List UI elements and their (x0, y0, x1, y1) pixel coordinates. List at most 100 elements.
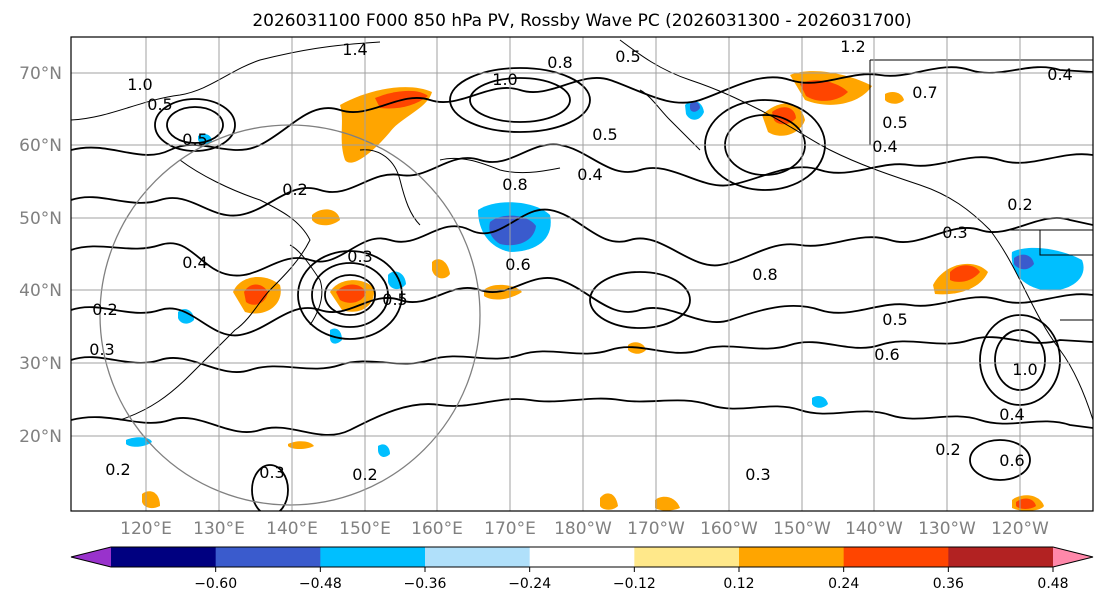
colorbar-cell (739, 547, 845, 567)
colorbar-cells (70, 546, 1094, 568)
contour-label: 0.2 (92, 300, 117, 319)
colorbar-tick-label: −0.12 (613, 576, 656, 592)
contour-label: 1.0 (492, 70, 517, 89)
colorbar-cell (425, 547, 531, 567)
pc-strong-negative-region (690, 101, 700, 112)
longitude-label: 130°E (193, 519, 245, 539)
pc-negative-region (812, 396, 828, 408)
reference-circle (99, 124, 481, 506)
pc-positive-region (600, 493, 618, 510)
latitude-label: 20°N (19, 427, 62, 447)
pv-closed-contour (969, 439, 1031, 481)
colorbar-cell (529, 547, 635, 567)
colorbar-tick-label: 0.24 (828, 576, 859, 592)
longitude-label: 170°E (484, 519, 536, 539)
contour-label: 0.5 (882, 113, 907, 132)
longitude-label: 160°W (700, 519, 758, 539)
colorbar-tick-label: 0.12 (723, 576, 754, 592)
pc-strong-positive-region (800, 80, 848, 101)
pv-contour (71, 208, 1093, 277)
contour-label: 0.3 (347, 247, 372, 266)
longitude-label: 150°E (339, 519, 391, 539)
contour-label: 0.2 (282, 180, 307, 199)
colorbar-extend-high (1053, 547, 1093, 567)
colorbar: −0.60 −0.48 −0.36 −0.24 −0.12 0.12 0.24 0.36 0.4… (70, 546, 1094, 592)
longitude-label: 160°E (411, 519, 463, 539)
colorbar-cell (215, 547, 321, 567)
longitude-label: 140°E (266, 519, 318, 539)
pc-strong-negative-region (489, 215, 536, 246)
colorbar-cell (320, 547, 426, 567)
contour-label: 0.5 (592, 125, 617, 144)
contour-label: 0.2 (105, 460, 130, 479)
map-panel: 1.41.00.50.81.21.00.50.70.50.40.50.40.80… (19, 36, 1094, 539)
pv-closed-contour (449, 67, 591, 133)
contour-label: 0.6 (505, 255, 530, 274)
latitude-label: 40°N (19, 281, 62, 301)
coastline (71, 41, 381, 121)
pv-closed-contour (251, 464, 289, 511)
contour-label: 0.5 (182, 130, 207, 149)
longitude-labels: 120°E 130°E 140°E 150°E 160°E 170°E 180°W 170°W… (120, 519, 1049, 539)
longitude-label: 150°W (773, 519, 831, 539)
contour-label: 0.5 (615, 47, 640, 66)
longitude-label: 130°W (918, 519, 976, 539)
contour-label: 0.7 (912, 83, 937, 102)
pv-closed-contour (297, 250, 403, 340)
contour-label: 0.8 (502, 175, 527, 194)
pc-positive-region (655, 496, 680, 511)
pc-strong-positive-region (336, 284, 366, 303)
contour-label: 0.3 (942, 223, 967, 242)
contour-label: 0.4 (577, 165, 602, 184)
longitude-label: 140°W (845, 519, 903, 539)
pc-negative-region (378, 444, 390, 457)
contour-label: 0.8 (547, 53, 572, 72)
pv-contour (71, 66, 1093, 156)
pc-positive-region (312, 209, 340, 226)
colorbar-tick-label: −0.36 (404, 576, 447, 592)
longitude-label: 180°W (554, 519, 612, 539)
contour-label: 0.5 (147, 95, 172, 114)
coastline (639, 89, 701, 151)
pv-closed-contour (166, 106, 224, 144)
contour-label: 0.2 (352, 465, 377, 484)
pc-positive-region (288, 441, 314, 449)
pv-contour (71, 277, 1093, 337)
contour-label: 0.2 (1007, 195, 1032, 214)
longitude-label: 120°W (991, 519, 1049, 539)
pc-negative-region (178, 309, 194, 324)
colorbar-cell (948, 547, 1054, 567)
colorbar-tick-label: −0.60 (194, 576, 237, 592)
coastline (1010, 229, 1093, 256)
longitude-label: 120°E (120, 519, 172, 539)
contour-label: 1.4 (342, 40, 367, 59)
pv-closed-contour (311, 262, 389, 328)
pv-closed-contour (324, 274, 376, 316)
colorbar-cell (634, 547, 740, 567)
latitude-label: 60°N (19, 136, 62, 156)
contour-label: 0.8 (752, 265, 777, 284)
contour-label: 1.0 (127, 75, 152, 94)
latitude-label: 30°N (19, 354, 62, 374)
contour-label: 0.2 (935, 440, 960, 459)
map-frame (70, 36, 1094, 512)
contour-label: 0.4 (872, 137, 897, 156)
colorbar-tick-label: 0.48 (1037, 576, 1068, 592)
contour-label: 0.3 (89, 340, 114, 359)
latitude-label: 70°N (19, 64, 62, 84)
contour-label: 0.4 (999, 405, 1024, 424)
pv-contour (71, 336, 1093, 373)
pv-contour (71, 397, 1093, 436)
contour-label: 0.6 (999, 451, 1024, 470)
contour-label: 0.5 (382, 290, 407, 309)
coastline (619, 39, 1093, 421)
coastline (359, 149, 421, 226)
contour-label: 0.3 (745, 465, 770, 484)
pv-closed-contour (589, 271, 691, 329)
colorbar-ticks: −0.60 −0.48 −0.36 −0.24 −0.12 0.12 0.24 0.36 0.4… (194, 567, 1069, 592)
contour-label: 0.6 (874, 345, 899, 364)
contour-label: 1.0 (1012, 360, 1037, 379)
pv-contours (71, 66, 1093, 511)
contour-labels: 1.41.00.50.81.21.00.50.70.50.40.50.40.80… (89, 37, 1072, 484)
